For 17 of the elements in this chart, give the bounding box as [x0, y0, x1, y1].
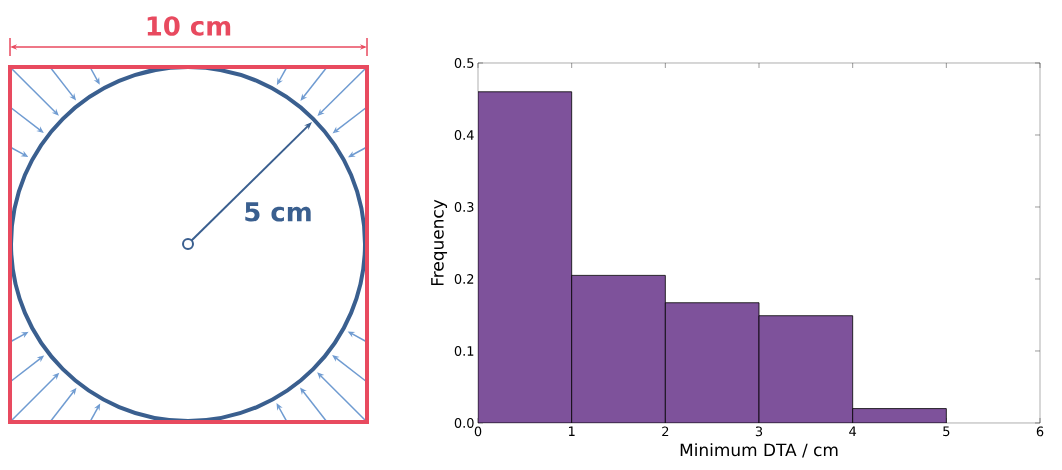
- x-tick-label: 3: [755, 426, 763, 437]
- x-axis-title: Minimum DTA / cm: [680, 443, 838, 458]
- text: 10 cm: [147, 16, 231, 36]
- y-axis-title: Frequency: [431, 199, 448, 286]
- x-tick-label: 5: [943, 426, 950, 437]
- y-tick-label: 0.2: [454, 274, 474, 284]
- y-tick-label: 0.0: [454, 418, 474, 428]
- x-tick-label: 1: [568, 426, 575, 436]
- x-tick-label: 4: [849, 426, 857, 436]
- y-tick-label: 0.4: [454, 130, 474, 140]
- x-tick-label: 6: [1036, 426, 1044, 437]
- y-tick-label: 0.1: [454, 346, 474, 356]
- y-tick-label: 0.5: [454, 58, 474, 68]
- y-tick-label: 0.3: [454, 202, 474, 212]
- x-tick-label: 0: [474, 426, 482, 437]
- text: 5 cm: [245, 202, 311, 222]
- x-tick-label: 2: [662, 426, 669, 437]
